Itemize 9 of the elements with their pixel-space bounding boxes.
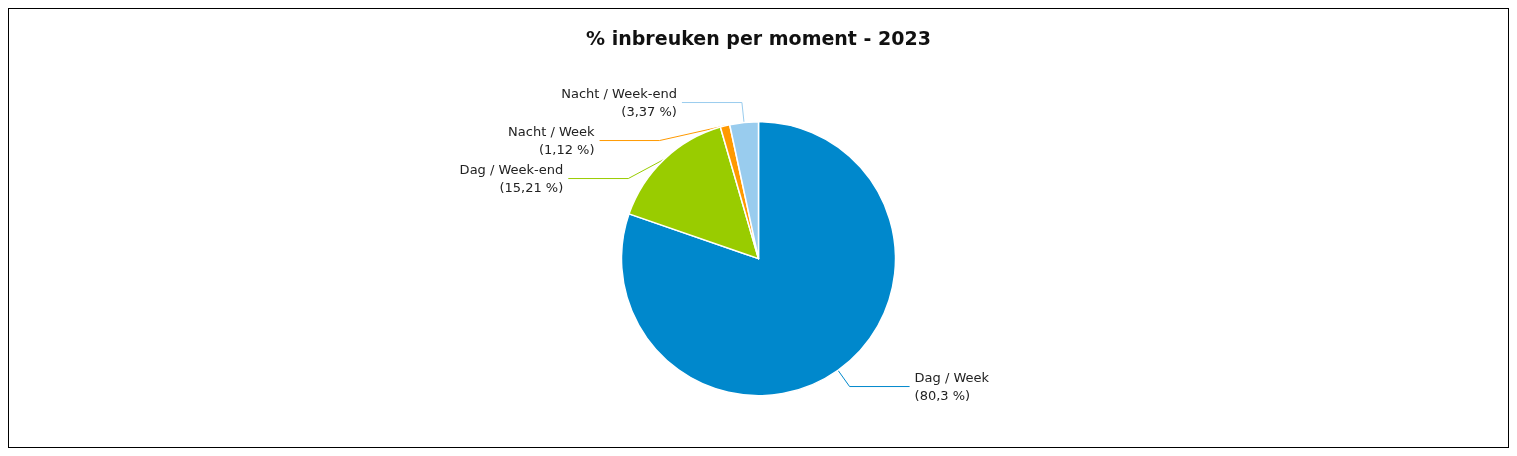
data-label: (80,3 %)	[914, 388, 971, 404]
slice-label: Dag / Week-end	[459, 162, 564, 178]
data-label: (1,12 %)	[538, 142, 595, 158]
chart-title: % inbreuken per moment - 2023	[586, 26, 931, 49]
data-label: (3,37 %)	[621, 104, 677, 120]
data-label: (15,21 %)	[499, 180, 564, 196]
slice-label: Nacht / Week-end	[561, 86, 677, 102]
slice-label: Nacht / Week	[508, 124, 596, 140]
slice-label: Dag / Week	[914, 370, 990, 386]
